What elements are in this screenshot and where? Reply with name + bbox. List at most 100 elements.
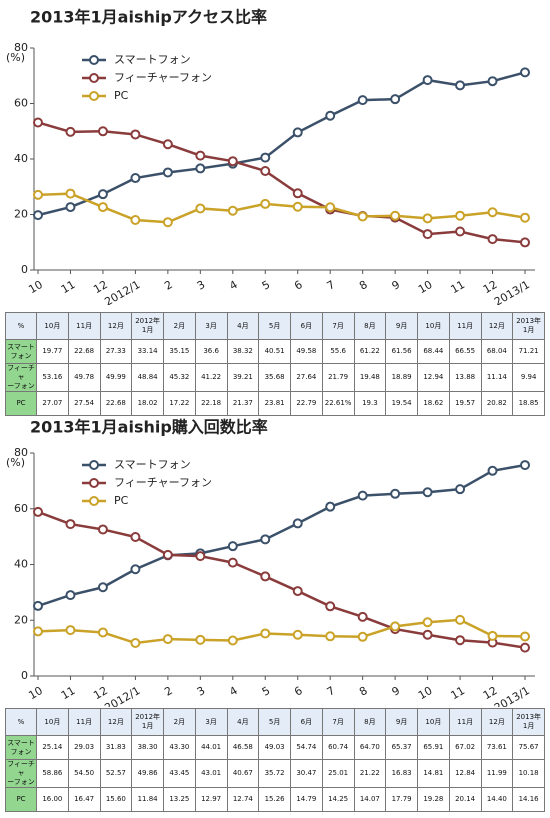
x-tick-label: 4 bbox=[227, 278, 240, 293]
table-cell: 49.86 bbox=[131, 759, 164, 788]
x-tick-label: 11 bbox=[448, 278, 467, 296]
data-point bbox=[520, 237, 530, 248]
chart-title: 2013年1月aishipアクセス比率 bbox=[30, 8, 267, 27]
table-cell: 45.32 bbox=[163, 363, 196, 392]
header-cell: 12月 bbox=[99, 312, 133, 340]
table-cell: 60.74 bbox=[321, 735, 355, 760]
data-point bbox=[325, 110, 336, 121]
table-cell: スマート フォン bbox=[5, 735, 37, 760]
y-tick-label: 20 bbox=[14, 208, 28, 221]
table-cell: 18.85 bbox=[512, 391, 545, 416]
legend-marker bbox=[89, 460, 99, 470]
x-tick-label: 5 bbox=[260, 278, 273, 293]
x-tick-label: 10 bbox=[416, 278, 435, 296]
data-point bbox=[97, 126, 108, 137]
x-tick-label: 7 bbox=[325, 684, 338, 699]
data-point bbox=[33, 506, 43, 517]
header-cell: 11月 bbox=[448, 312, 482, 340]
table-row: PC 16.00 16.47 15.60 11.84 13.25 12.97 12.74 15.… bbox=[5, 787, 545, 812]
data-point bbox=[292, 201, 303, 212]
data-point bbox=[130, 129, 141, 140]
table-cell: 17.22 bbox=[163, 391, 196, 416]
header-cell: 2月 bbox=[163, 708, 196, 736]
data-table: % 10月 11月 12月 2012年 1月 2月 3月 4月 5月 6月 7月 8月 9月 10月 11月… bbox=[5, 312, 545, 416]
table-cell: 12.84 bbox=[448, 759, 482, 788]
data-point bbox=[33, 626, 43, 637]
legend-marker bbox=[89, 55, 99, 65]
header-cell: 12月 bbox=[480, 708, 514, 736]
header-cell: 12月 bbox=[480, 312, 514, 340]
table-cell: 15.60 bbox=[99, 787, 133, 812]
data-table: % 10月 11月 12月 2012年 1月 2月 3月 4月 5月 6月 7月 8月 9月 10月 11月… bbox=[5, 708, 545, 812]
data-point bbox=[487, 76, 498, 87]
data-point bbox=[390, 210, 401, 221]
header-cell: 11月 bbox=[448, 708, 482, 736]
data-point bbox=[292, 629, 303, 640]
table-cell: 15.26 bbox=[258, 787, 291, 812]
table-cell: 18.62 bbox=[417, 391, 450, 416]
header-cell: % bbox=[5, 708, 37, 736]
table-cell: 21.22 bbox=[353, 759, 387, 788]
data-point bbox=[292, 518, 303, 529]
table-cell: 61.56 bbox=[385, 339, 418, 364]
header-cell: 6月 bbox=[290, 312, 323, 340]
data-point bbox=[390, 621, 401, 632]
table-cell: 67.02 bbox=[448, 735, 482, 760]
table-row: フィーチャ ーフォン 58.86 54.50 52.57 49.86 43.45 43.01… bbox=[5, 759, 545, 788]
data-point bbox=[65, 590, 76, 601]
table-cell: PC bbox=[5, 787, 37, 812]
data-point bbox=[97, 627, 108, 638]
table-cell: 13.25 bbox=[163, 787, 196, 812]
table-cell: 43.45 bbox=[163, 759, 196, 788]
data-point bbox=[455, 635, 466, 646]
header-cell: 2013年 1月 bbox=[512, 708, 545, 736]
table-cell: 49.78 bbox=[67, 363, 101, 392]
header-cell: 2013年 1月 bbox=[512, 312, 545, 340]
data-point bbox=[520, 460, 530, 471]
table-row: PC 27.07 27.54 22.68 18.02 17.22 22.18 21.37 23.… bbox=[5, 391, 545, 416]
header-cell: 11月 bbox=[67, 312, 101, 340]
table-cell: 14.40 bbox=[480, 787, 514, 812]
table-cell: 44.01 bbox=[194, 735, 228, 760]
y-tick-label: 20 bbox=[14, 613, 28, 626]
data-point bbox=[195, 634, 206, 645]
header-cell: 2月 bbox=[163, 312, 196, 340]
x-tick-label: 11 bbox=[59, 278, 78, 296]
data-point bbox=[97, 582, 108, 593]
table-cell: 30.47 bbox=[290, 759, 323, 788]
data-point bbox=[390, 488, 401, 499]
table-cell: 35.68 bbox=[258, 363, 291, 392]
table-cell: 11.84 bbox=[131, 787, 164, 812]
table-cell: 27.07 bbox=[36, 391, 69, 416]
table-cell: 55.6 bbox=[321, 339, 355, 364]
table-cell: 19.77 bbox=[36, 339, 69, 364]
x-tick-label: 12 bbox=[91, 278, 110, 296]
data-point bbox=[260, 152, 271, 163]
data-point bbox=[357, 631, 368, 642]
data-point bbox=[357, 611, 368, 622]
data-point bbox=[162, 549, 173, 560]
x-tick-label: 6 bbox=[292, 278, 305, 293]
data-point bbox=[292, 188, 303, 199]
data-point bbox=[357, 211, 368, 222]
x-tick-label: 12 bbox=[481, 278, 500, 296]
data-point bbox=[195, 203, 206, 214]
x-tick-label: 4 bbox=[227, 684, 240, 699]
table-cell: 27.64 bbox=[290, 363, 323, 392]
table-row: スマート フォン 19.77 22.68 27.33 33.14 35.15 36.6 38.… bbox=[5, 339, 545, 364]
table-cell: 38.32 bbox=[226, 339, 260, 364]
data-point bbox=[487, 465, 498, 476]
table-cell: 14.79 bbox=[290, 787, 323, 812]
y-tick-label: 40 bbox=[14, 558, 28, 571]
legend-label: スマートフォン bbox=[114, 458, 191, 471]
x-tick-label: 8 bbox=[357, 278, 370, 293]
series-line bbox=[37, 510, 526, 649]
legend-marker bbox=[89, 496, 99, 506]
legend-marker bbox=[89, 91, 99, 101]
header-row: % 10月 11月 12月 2012年 1月 2月 3月 4月 5月 6月 7月 8月 9月 10月 11月… bbox=[5, 708, 545, 736]
data-point bbox=[487, 207, 498, 218]
legend-label: フィーチャーフォン bbox=[114, 476, 212, 489]
data-point bbox=[520, 67, 530, 78]
data-point bbox=[65, 126, 76, 137]
